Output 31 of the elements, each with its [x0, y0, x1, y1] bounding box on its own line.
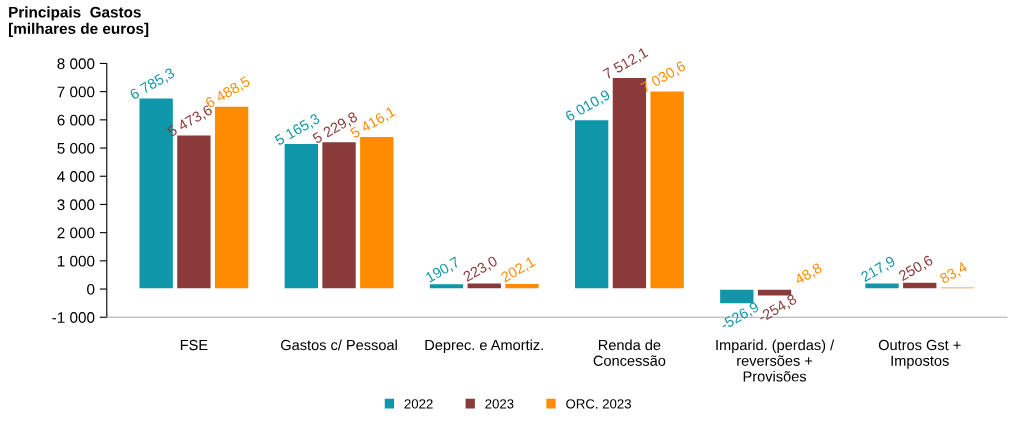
y-tick-label: 6 000: [57, 114, 95, 126]
bar: [175, 133, 212, 290]
y-tick-label: 0: [87, 283, 95, 295]
legend-label: 2022: [404, 399, 433, 409]
y-tick-label: 3 000: [57, 199, 95, 211]
bar: [358, 135, 395, 290]
bar: [503, 282, 541, 290]
y-tick-label: 7 000: [57, 86, 95, 98]
data-label: 83,4: [939, 261, 969, 286]
bar: [649, 90, 686, 290]
x-tick-label: Imparid. (perdas) / reversões + Provisões: [716, 339, 835, 382]
data-label: 48,8: [793, 262, 824, 287]
y-tick-label: 4 000: [57, 171, 95, 182]
x-tick-label: Outros Gst + Impostos: [878, 339, 961, 369]
bar: [320, 140, 358, 290]
bar: [138, 97, 175, 290]
chart-title: Principais Gastos [milhares de euros]: [8, 6, 149, 38]
y-tick-label: 5 000: [57, 142, 95, 154]
y-tick-label: 2 000: [57, 227, 95, 239]
bar: [863, 282, 901, 290]
legend-label: ORC. 2023: [566, 399, 631, 409]
y-tick-label: 8 000: [57, 58, 95, 70]
x-tick-label: FSE: [180, 339, 208, 351]
x-tick-label: Renda de Concessão: [593, 339, 666, 366]
x-tick-label: Gastos c/ Pessoal: [281, 339, 397, 351]
bar: [213, 105, 250, 290]
y-tick-label: 1 000: [57, 255, 95, 267]
legend-label: 2023: [485, 399, 514, 409]
y-tick-label: -1 000: [52, 312, 95, 323]
bar: [283, 142, 320, 290]
x-tick-label: Deprec. e Amortiz.: [425, 339, 543, 354]
